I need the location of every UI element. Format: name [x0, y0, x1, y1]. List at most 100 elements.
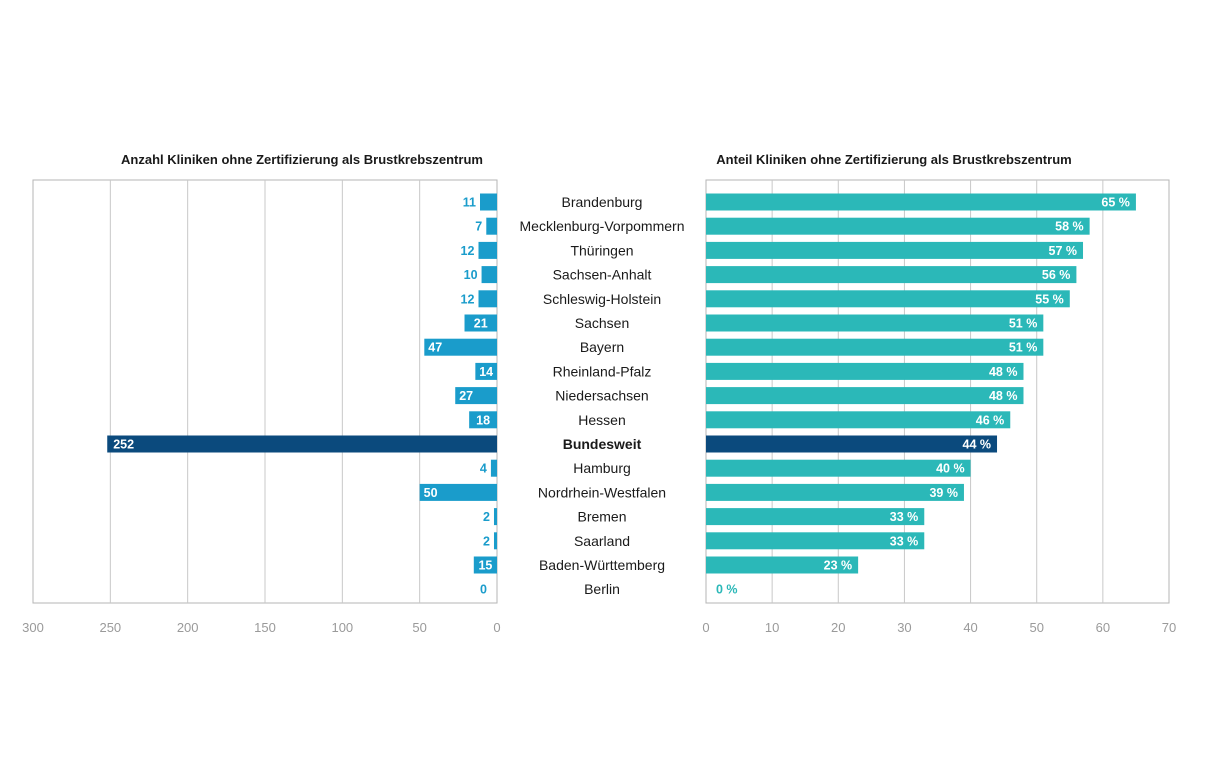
right-bar-saarland [706, 532, 925, 550]
right-value-label-berlin: 0 % [716, 583, 738, 597]
right-value-label-nordrhein-westfalen: 39 % [929, 486, 958, 500]
left-label-bg [460, 241, 479, 259]
left-label-bg [475, 532, 494, 550]
right-chart-title: Anteil Kliniken ohne Zertifizierung als … [716, 152, 1071, 167]
right-value-label-rheinland-pfalz: 48 % [989, 365, 1018, 379]
right-bar-brandenburg [706, 193, 1136, 211]
right-value-label-sachsen: 51 % [1009, 317, 1038, 331]
category-label-bayern: Bayern [580, 339, 624, 355]
right-tick-label: 20 [831, 620, 845, 635]
category-label-nordrhein-westfalen: Nordrhein-Westfalen [538, 484, 666, 500]
left-bar-bayern [424, 338, 497, 356]
left-value-label-baden-wuerttemberg: 15 [478, 559, 492, 573]
right-tick-label: 10 [765, 620, 779, 635]
left-bar-sachsen [464, 314, 497, 332]
right-value-label-thueringen: 57 % [1049, 244, 1078, 258]
left-bar-mecklenburg-vorpommern [486, 217, 497, 235]
right-bar-hessen [706, 411, 1011, 429]
left-bar-hamburg [490, 459, 497, 477]
right-bar-bremen [706, 508, 925, 526]
left-bar-saarland [493, 532, 497, 550]
left-value-label-bayern: 47 [428, 341, 442, 355]
category-label-sachsen-anhalt: Sachsen-Anhalt [553, 267, 652, 283]
left-value-label-bremen: 2 [483, 510, 490, 524]
right-value-label-niedersachsen: 48 % [989, 389, 1018, 403]
right-bar-nordrhein-westfalen [706, 483, 964, 501]
right-bar-rheinland-pfalz [706, 362, 1024, 380]
left-value-label-sachsen: 21 [474, 317, 488, 331]
right-bar-bundesweit [706, 435, 998, 453]
left-bar-brandenburg [479, 193, 497, 211]
left-bar-thueringen [478, 241, 497, 259]
left-value-label-niedersachsen: 27 [459, 389, 473, 403]
right-bar-mecklenburg-vorpommern [706, 217, 1090, 235]
right-value-label-hamburg: 40 % [936, 462, 965, 476]
right-value-label-saarland: 33 % [890, 534, 919, 548]
category-label-rheinland-pfalz: Rheinland-Pfalz [553, 363, 652, 379]
right-value-label-schleswig-holstein: 55 % [1035, 292, 1064, 306]
right-bar-niedersachsen [706, 387, 1024, 405]
right-bar-thueringen [706, 241, 1084, 259]
right-bar-hamburg [706, 459, 971, 477]
left-value-label-sachsen-anhalt: 10 [464, 268, 478, 282]
right-tick-label: 60 [1096, 620, 1110, 635]
left-bar-rheinland-pfalz [475, 362, 497, 380]
left-label-bg [468, 217, 487, 235]
category-label-saarland: Saarland [574, 533, 630, 549]
left-bar-nordrhein-westfalen [419, 483, 497, 501]
category-label-brandenburg: Brandenburg [562, 194, 643, 210]
category-label-baden-wuerttemberg: Baden-Württemberg [539, 557, 665, 573]
left-label-bg [460, 290, 479, 308]
left-tick-label: 250 [99, 620, 121, 635]
category-label-hamburg: Hamburg [573, 460, 631, 476]
right-tick-label: 30 [897, 620, 911, 635]
left-label-bg [461, 193, 480, 211]
right-bar-baden-wuerttemberg [706, 556, 859, 574]
category-label-berlin: Berlin [584, 581, 620, 597]
left-value-label-saarland: 2 [483, 534, 490, 548]
left-bar-baden-wuerttemberg [473, 556, 497, 574]
left-bar-niedersachsen [455, 387, 497, 405]
category-label-schleswig-holstein: Schleswig-Holstein [543, 291, 661, 307]
right-value-label-bundesweit: 44 % [963, 438, 992, 452]
left-label-bg [475, 508, 494, 526]
left-tick-label: 100 [331, 620, 353, 635]
left-tick-label: 300 [22, 620, 44, 635]
left-tick-label: 150 [254, 620, 276, 635]
right-bar-sachsen-anhalt [706, 266, 1077, 284]
right-tick-label: 0 [702, 620, 709, 635]
left-value-label-hessen: 18 [476, 413, 490, 427]
right-value-label-mecklenburg-vorpommern: 58 % [1055, 220, 1084, 234]
right-tick-label: 40 [963, 620, 977, 635]
left-value-label-brandenburg: 11 [463, 196, 476, 210]
left-value-label-berlin: 0 [480, 583, 487, 597]
left-label-bg [463, 266, 482, 284]
right-value-label-baden-wuerttemberg: 23 % [824, 559, 853, 573]
category-label-mecklenburg-vorpommern: Mecklenburg-Vorpommern [520, 218, 685, 234]
right-value-label-sachsen-anhalt: 56 % [1042, 268, 1071, 282]
left-value-label-hamburg: 4 [480, 462, 487, 476]
left-label-bg [472, 459, 491, 477]
category-label-sachsen: Sachsen [575, 315, 629, 331]
category-label-bremen: Bremen [577, 509, 626, 525]
right-value-label-bayern: 51 % [1009, 341, 1038, 355]
left-axis-ticks: 300 250 200 150 100 50 0 [22, 620, 500, 635]
right-tick-label: 50 [1029, 620, 1043, 635]
right-bar-sachsen [706, 314, 1044, 332]
left-value-label-schleswig-holstein: 12 [461, 292, 475, 306]
left-bar-sachsen-anhalt [481, 266, 497, 284]
right-value-label-bremen: 33 % [890, 510, 919, 524]
left-bar-schleswig-holstein [478, 290, 497, 308]
left-tick-label: 50 [412, 620, 426, 635]
left-value-label-bundesweit: 252 [113, 438, 134, 452]
right-bar-bayern [706, 338, 1044, 356]
category-labels: Brandenburg Mecklenburg-Vorpommern Thüring… [520, 194, 685, 597]
right-chart-bars: 65 % 58 % 57 % 56 % 55 % 51 % 51 % 48 % 48 % 46 %… [706, 193, 1136, 597]
left-tick-label: 200 [177, 620, 199, 635]
category-label-niedersachsen: Niedersachsen [555, 388, 648, 404]
left-chart-title: Anzahl Kliniken ohne Zertifizierung als … [121, 152, 483, 167]
left-value-label-thueringen: 12 [461, 244, 475, 258]
right-bar-schleswig-holstein [706, 290, 1070, 308]
right-value-label-brandenburg: 65 % [1101, 196, 1130, 210]
